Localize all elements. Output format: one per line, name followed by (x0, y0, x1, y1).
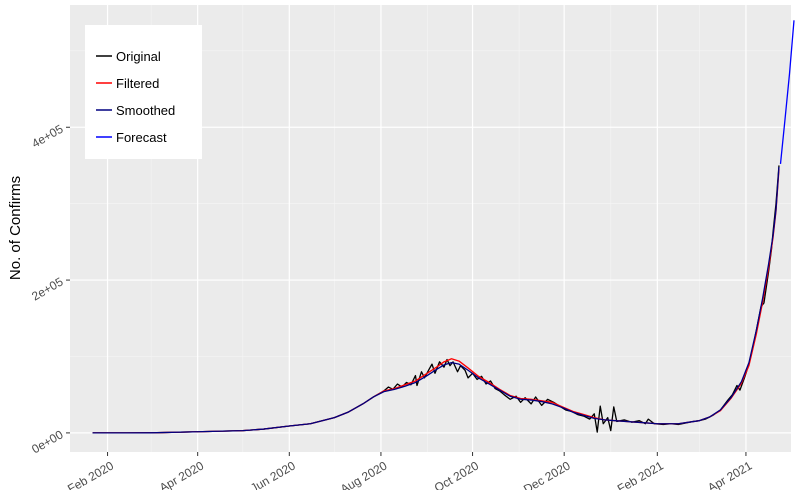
series-line-smoothed (92, 166, 780, 434)
legend-label-smoothed: Smoothed (116, 103, 175, 118)
legend-label-forecast: Forecast (116, 130, 167, 145)
series-line-forecast (779, 20, 795, 164)
legend: Original Filtered Smoothed Forecast (85, 25, 202, 159)
y-axis-title: No. of Confirms (7, 176, 24, 280)
series-lines (92, 20, 795, 434)
legend-label-filtered: Filtered (116, 76, 159, 91)
legend-label-original: Original (116, 49, 161, 64)
